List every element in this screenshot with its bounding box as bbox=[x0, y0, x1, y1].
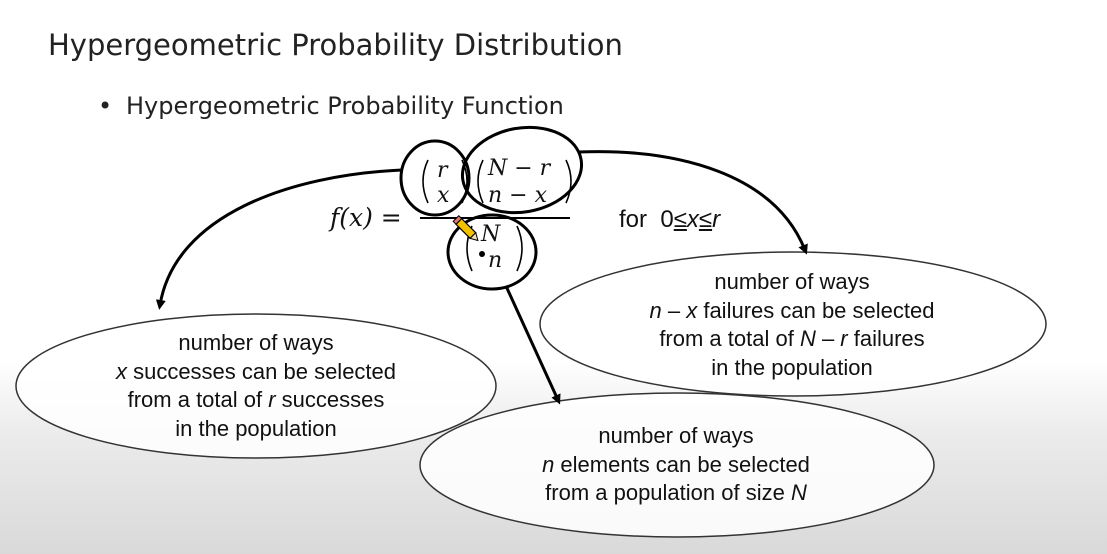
right-var-x: x bbox=[686, 297, 698, 323]
bottom-var-N: N bbox=[790, 480, 807, 505]
paren-top-left-open bbox=[422, 159, 429, 204]
paren-top-right-close bbox=[565, 159, 572, 204]
bullet-dot-icon: • bbox=[98, 92, 113, 120]
circle-r-x bbox=[399, 139, 471, 217]
pencil-cursor-icon bbox=[452, 215, 479, 242]
bottom-line-2-rest: elements can be selected bbox=[554, 451, 810, 477]
right-line-3-mid: – bbox=[815, 326, 841, 351]
arrow-right bbox=[577, 150, 808, 255]
right-line-4: in the population bbox=[711, 354, 873, 380]
bottom-ellipse bbox=[419, 392, 935, 538]
condition-leq-1: ≤ bbox=[673, 206, 687, 233]
arrow-bottom bbox=[504, 285, 561, 405]
circle-N-r bbox=[460, 125, 584, 215]
bottom-line-3: from a population of size N bbox=[446, 479, 906, 508]
formula-lhs: f(x) = bbox=[330, 203, 402, 232]
formula-condition: for 0≤x≤r bbox=[619, 206, 720, 234]
circle-N-n bbox=[446, 213, 538, 291]
bottom-var-n: n bbox=[542, 451, 555, 477]
bottom-ellipse-text: number of ways n elements can be selecte… bbox=[446, 422, 906, 508]
condition-for: for bbox=[619, 206, 648, 233]
condition-zero: 0 bbox=[660, 206, 674, 233]
bullet-text: Hypergeometric Probability Function bbox=[126, 92, 564, 120]
right-line-3-post: failures bbox=[847, 326, 925, 351]
left-line-4: in the population bbox=[175, 415, 337, 441]
condition-r: r bbox=[712, 206, 721, 233]
left-line-3: from a total of r successes bbox=[36, 386, 476, 415]
bottom-line-3-pre: from a population of size bbox=[545, 480, 791, 505]
condition-x: x bbox=[686, 206, 699, 233]
bullet-item: • Hypergeometric Probability Function bbox=[98, 92, 564, 120]
right-line-2-rest: failures can be selected bbox=[697, 297, 935, 323]
paren-top-right-open bbox=[477, 159, 484, 204]
cursor-dot-icon bbox=[479, 251, 485, 257]
paren-bottom-close bbox=[516, 225, 523, 272]
top-left-upper: r bbox=[437, 158, 448, 183]
right-var-N: N bbox=[799, 326, 816, 351]
right-line-2-mid: – bbox=[661, 297, 687, 323]
left-line-1: number of ways bbox=[178, 330, 334, 355]
left-var-x: x bbox=[115, 358, 127, 384]
top-right-lower: n − x bbox=[488, 183, 547, 208]
slide-title: Hypergeometric Probability Distribution bbox=[48, 28, 623, 62]
right-ellipse-text: number of ways n – x failures can be sel… bbox=[562, 268, 1022, 382]
bottom-lower: n bbox=[488, 248, 503, 273]
top-left-lower: x bbox=[437, 183, 450, 208]
condition-leq-2: ≤ bbox=[698, 206, 713, 233]
left-ellipse bbox=[15, 313, 497, 459]
left-var-r: r bbox=[268, 387, 276, 412]
left-line-3-post: successes bbox=[275, 387, 385, 412]
right-line-3-pre: from a total of bbox=[659, 326, 800, 351]
left-line-3-pre: from a total of bbox=[127, 387, 269, 412]
right-line-2: n – x failures can be selected bbox=[562, 297, 1022, 326]
bottom-line-1: number of ways bbox=[598, 423, 754, 448]
right-var-r: r bbox=[840, 326, 848, 351]
left-line-2-rest: successes can be selected bbox=[126, 358, 397, 384]
top-right-upper: N − r bbox=[488, 156, 551, 181]
bottom-line-2: n elements can be selected bbox=[446, 451, 906, 480]
left-line-2: x successes can be selected bbox=[36, 358, 476, 387]
right-line-1: number of ways bbox=[714, 269, 870, 294]
right-line-3: from a total of N – r failures bbox=[562, 325, 1022, 354]
arrow-left bbox=[155, 168, 403, 310]
right-ellipse bbox=[539, 251, 1047, 397]
bottom-upper: N bbox=[481, 222, 501, 247]
right-var-n: n bbox=[649, 297, 662, 323]
left-ellipse-text: number of ways x successes can be select… bbox=[36, 329, 476, 443]
